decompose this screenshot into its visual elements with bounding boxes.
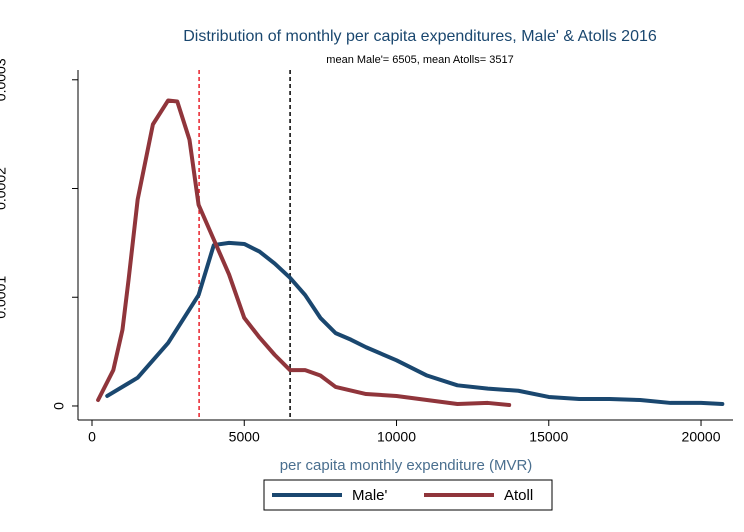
density-line xyxy=(96,98,512,407)
x-tick-label: 0 xyxy=(88,429,96,445)
y-tick-label: 0 xyxy=(51,402,67,410)
legend-label: Atoll xyxy=(504,487,533,504)
x-tick-label: 10000 xyxy=(377,429,416,445)
x-axis-label: per capita monthly expenditure (MVR) xyxy=(280,457,533,474)
y-tick-label: 0.0002 xyxy=(0,167,9,210)
y-tick-label: 0.0001 xyxy=(0,276,9,319)
x-tick-label: 20000 xyxy=(682,429,721,445)
legend-label: Male' xyxy=(352,487,388,504)
density-line xyxy=(105,240,725,407)
chart-title: Distribution of monthly per capita expen… xyxy=(183,28,657,45)
chart-subtitle: mean Male'= 6505, mean Atolls= 3517 xyxy=(326,54,513,66)
y-tick-label: 0.0003 xyxy=(0,58,9,101)
x-tick-label: 5000 xyxy=(229,429,260,445)
x-tick-label: 15000 xyxy=(529,429,568,445)
